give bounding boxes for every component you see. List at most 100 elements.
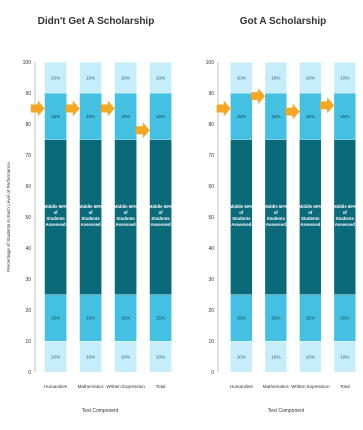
segment-label: 15%: [86, 114, 95, 119]
segment-label: 10%: [121, 354, 130, 359]
bar-segment-top-10: [299, 62, 322, 93]
segment-label: 15%: [121, 316, 130, 321]
segment-label: 15%: [237, 114, 246, 119]
y-tick-label: 100: [23, 60, 32, 66]
bar-segment-middle-50: [114, 139, 137, 295]
x-axis-title: Test Component: [82, 408, 119, 414]
x-tick-label: Total: [340, 384, 350, 389]
chart-panel-2: Got A Scholarship 0 10 20 30 40 50 60 70 80 90 100 1…: [206, 16, 357, 414]
bar-segment-top-10: [265, 62, 287, 93]
segment-label: 15%: [271, 316, 280, 321]
bar-segment-upper-15: [299, 93, 322, 140]
bar-segment-lower-15: [230, 294, 253, 341]
x-tick-label: Total: [156, 384, 166, 389]
segment-label: 15%: [121, 114, 130, 119]
segment-label: 10%: [86, 75, 95, 80]
segment-label: Middle 50% of Students Assessed: [264, 204, 288, 227]
stacked-bar: 10% 15% Middle 50% of Students Assessed 15% 10%: [114, 61, 137, 372]
score-arrow-marker: [285, 103, 300, 120]
segment-label: 10%: [51, 354, 60, 359]
segment-label: 15%: [156, 114, 165, 119]
bar-segment-upper-15: [149, 93, 172, 140]
stacked-bar: 10% 15% Middle 50% of Students Assessed 15% 10%: [230, 61, 253, 372]
stacked-bar: 10% 15% Middle 50% of Students Assessed 15% 10%: [299, 61, 323, 372]
segment-label: 10%: [306, 354, 315, 359]
bar-segment-top-10: [79, 62, 102, 93]
bar-segment-lower-15: [114, 294, 137, 341]
score-arrow-marker: [251, 88, 266, 105]
y-axis-title: Percentage of Students in Each Level of …: [6, 162, 11, 272]
score-arrow-marker: [100, 100, 115, 117]
bar-segment-bottom-10: [230, 341, 253, 372]
y-tick-label: 20: [208, 308, 214, 314]
bar-segment-top-10: [230, 62, 253, 93]
x-tick-label: Humanities: [44, 384, 68, 389]
segment-label: 15%: [271, 114, 280, 119]
segment-label: 15%: [340, 316, 349, 321]
bar-segment-bottom-10: [79, 341, 102, 372]
bar-segment-middle-50: [149, 139, 172, 295]
bar-segment-upper-15: [79, 93, 102, 140]
bar-segment-top-10: [149, 62, 172, 93]
score-arrow-marker: [30, 100, 45, 117]
bar-segment-bottom-10: [265, 341, 287, 372]
y-tick-label: 10: [208, 339, 214, 345]
segment-label: 15%: [86, 316, 95, 321]
segment-label: 15%: [237, 316, 246, 321]
segment-label: 10%: [340, 75, 349, 80]
bar-segment-middle-50: [299, 139, 322, 295]
y-tick-label: 10: [25, 339, 31, 345]
bar-segment-lower-15: [149, 294, 172, 341]
bar-segment-lower-15: [334, 294, 356, 341]
y-tick-label: 60: [208, 184, 214, 190]
y-tick-label: 50: [25, 215, 31, 221]
bar-segment-upper-15: [44, 93, 67, 140]
segment-label: 15%: [306, 114, 315, 119]
segment-label: Middle 50% of Students Assessed: [44, 204, 68, 227]
chart-title: Got A Scholarship: [240, 16, 327, 27]
y-tick-label: 100: [206, 60, 215, 66]
bar-segment-upper-15: [230, 93, 253, 140]
y-tick-label: 40: [25, 246, 31, 252]
stacked-bar: 10% 15% Middle 50% of Students Assessed 15% 10%: [149, 61, 172, 372]
y-tick-label: 30: [25, 277, 31, 283]
x-axis-title: Test Component: [268, 408, 305, 414]
bar-segment-lower-15: [44, 294, 67, 341]
score-arrow-marker: [216, 100, 231, 117]
bar-segment-lower-15: [265, 294, 287, 341]
y-tick-label: 80: [25, 122, 31, 128]
chart-panel-1: Didn't Get A Scholarship 0 10 20 30 40 50 60 70 8…: [6, 16, 172, 414]
bar-segment-bottom-10: [299, 341, 322, 372]
score-arrow-marker: [320, 97, 335, 114]
segment-label: Middle 50% of Students Assessed: [333, 204, 357, 227]
y-tick-label: 0: [28, 370, 31, 376]
segment-label: 15%: [340, 114, 349, 119]
x-tick-label: Humanities: [230, 384, 254, 389]
chart-title: Didn't Get A Scholarship: [38, 16, 155, 27]
segment-label: 15%: [156, 316, 165, 321]
bar-segment-bottom-10: [149, 341, 172, 372]
segment-label: 10%: [156, 354, 165, 359]
x-tick-label: Written Expression: [106, 384, 145, 389]
segment-label: 10%: [271, 75, 280, 80]
segment-label: 10%: [121, 75, 130, 80]
bar-segment-middle-50: [334, 139, 356, 295]
stacked-bar: 10% 15% Middle 50% of Students Assessed 15% 10%: [333, 61, 357, 372]
bar-segment-bottom-10: [334, 341, 356, 372]
stacked-bar: 10% 15% Middle 50% of Students Assessed 15% 10%: [44, 61, 68, 372]
segment-label: Middle 50% of Students Assessed: [299, 204, 323, 227]
y-tick-label: 90: [25, 91, 31, 97]
bar-segment-middle-50: [230, 139, 253, 295]
bar-segment-bottom-10: [44, 341, 67, 372]
y-tick-label: 70: [25, 153, 31, 159]
bar-segment-middle-50: [79, 139, 102, 295]
y-tick-label: 50: [208, 215, 214, 221]
segment-label: 10%: [156, 75, 165, 80]
y-tick-label: 40: [208, 246, 214, 252]
bar-segment-middle-50: [265, 139, 287, 295]
segment-label: 10%: [51, 75, 60, 80]
segment-label: 10%: [237, 75, 246, 80]
segment-label: 15%: [51, 114, 60, 119]
y-tick-label: 90: [208, 91, 214, 97]
